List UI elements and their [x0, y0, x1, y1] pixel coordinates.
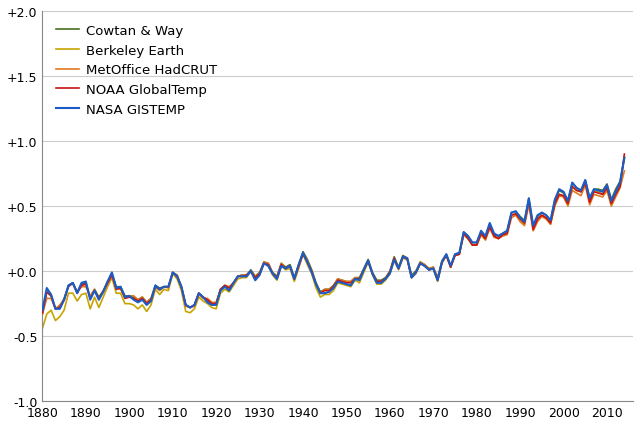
NASA GISTEMP — [173, 274, 181, 279]
Cowtan & Way — [582, 178, 589, 183]
NOAA GlobalTemp — [582, 181, 589, 186]
NOAA GlobalTemp — [369, 271, 376, 276]
Berkeley Earth — [621, 155, 628, 160]
Cowtan & Way — [456, 251, 463, 256]
Berkeley Earth — [347, 285, 355, 290]
Line: NASA GISTEMP: NASA GISTEMP — [42, 158, 625, 311]
NOAA GlobalTemp — [173, 274, 181, 279]
MetOffice HadCRUT — [173, 273, 181, 278]
Berkeley Earth — [173, 277, 181, 282]
NASA GISTEMP — [369, 271, 376, 276]
Legend: Cowtan & Way, Berkeley Earth, MetOffice HadCRUT, NOAA GlobalTemp, NASA GISTEMP: Cowtan & Way, Berkeley Earth, MetOffice … — [49, 18, 224, 123]
MetOffice HadCRUT — [38, 312, 46, 317]
MetOffice HadCRUT — [621, 169, 628, 174]
MetOffice HadCRUT — [369, 271, 376, 276]
MetOffice HadCRUT — [347, 279, 355, 285]
Berkeley Earth — [582, 179, 589, 184]
Line: NOAA GlobalTemp: NOAA GlobalTemp — [42, 155, 625, 313]
NASA GISTEMP — [542, 213, 550, 218]
Cowtan & Way — [621, 156, 628, 161]
Berkeley Earth — [542, 216, 550, 221]
Berkeley Earth — [456, 252, 463, 257]
MetOffice HadCRUT — [582, 183, 589, 188]
NOAA GlobalTemp — [38, 311, 46, 316]
Cowtan & Way — [369, 270, 376, 275]
Berkeley Earth — [38, 326, 46, 331]
NASA GISTEMP — [621, 156, 628, 161]
Cowtan & Way — [173, 273, 181, 278]
Berkeley Earth — [369, 273, 376, 278]
NASA GISTEMP — [456, 251, 463, 256]
MetOffice HadCRUT — [542, 217, 550, 222]
Cowtan & Way — [542, 213, 550, 218]
NOAA GlobalTemp — [456, 252, 463, 257]
MetOffice HadCRUT — [456, 252, 463, 257]
NASA GISTEMP — [38, 308, 46, 313]
Line: MetOffice HadCRUT: MetOffice HadCRUT — [42, 172, 625, 314]
NASA GISTEMP — [582, 178, 589, 183]
Cowtan & Way — [38, 312, 46, 317]
Line: Berkeley Earth: Berkeley Earth — [42, 157, 625, 328]
NOAA GlobalTemp — [621, 152, 628, 157]
NOAA GlobalTemp — [542, 216, 550, 221]
NASA GISTEMP — [347, 283, 355, 288]
Line: Cowtan & Way: Cowtan & Way — [42, 158, 625, 314]
Cowtan & Way — [347, 279, 355, 285]
NOAA GlobalTemp — [347, 281, 355, 286]
